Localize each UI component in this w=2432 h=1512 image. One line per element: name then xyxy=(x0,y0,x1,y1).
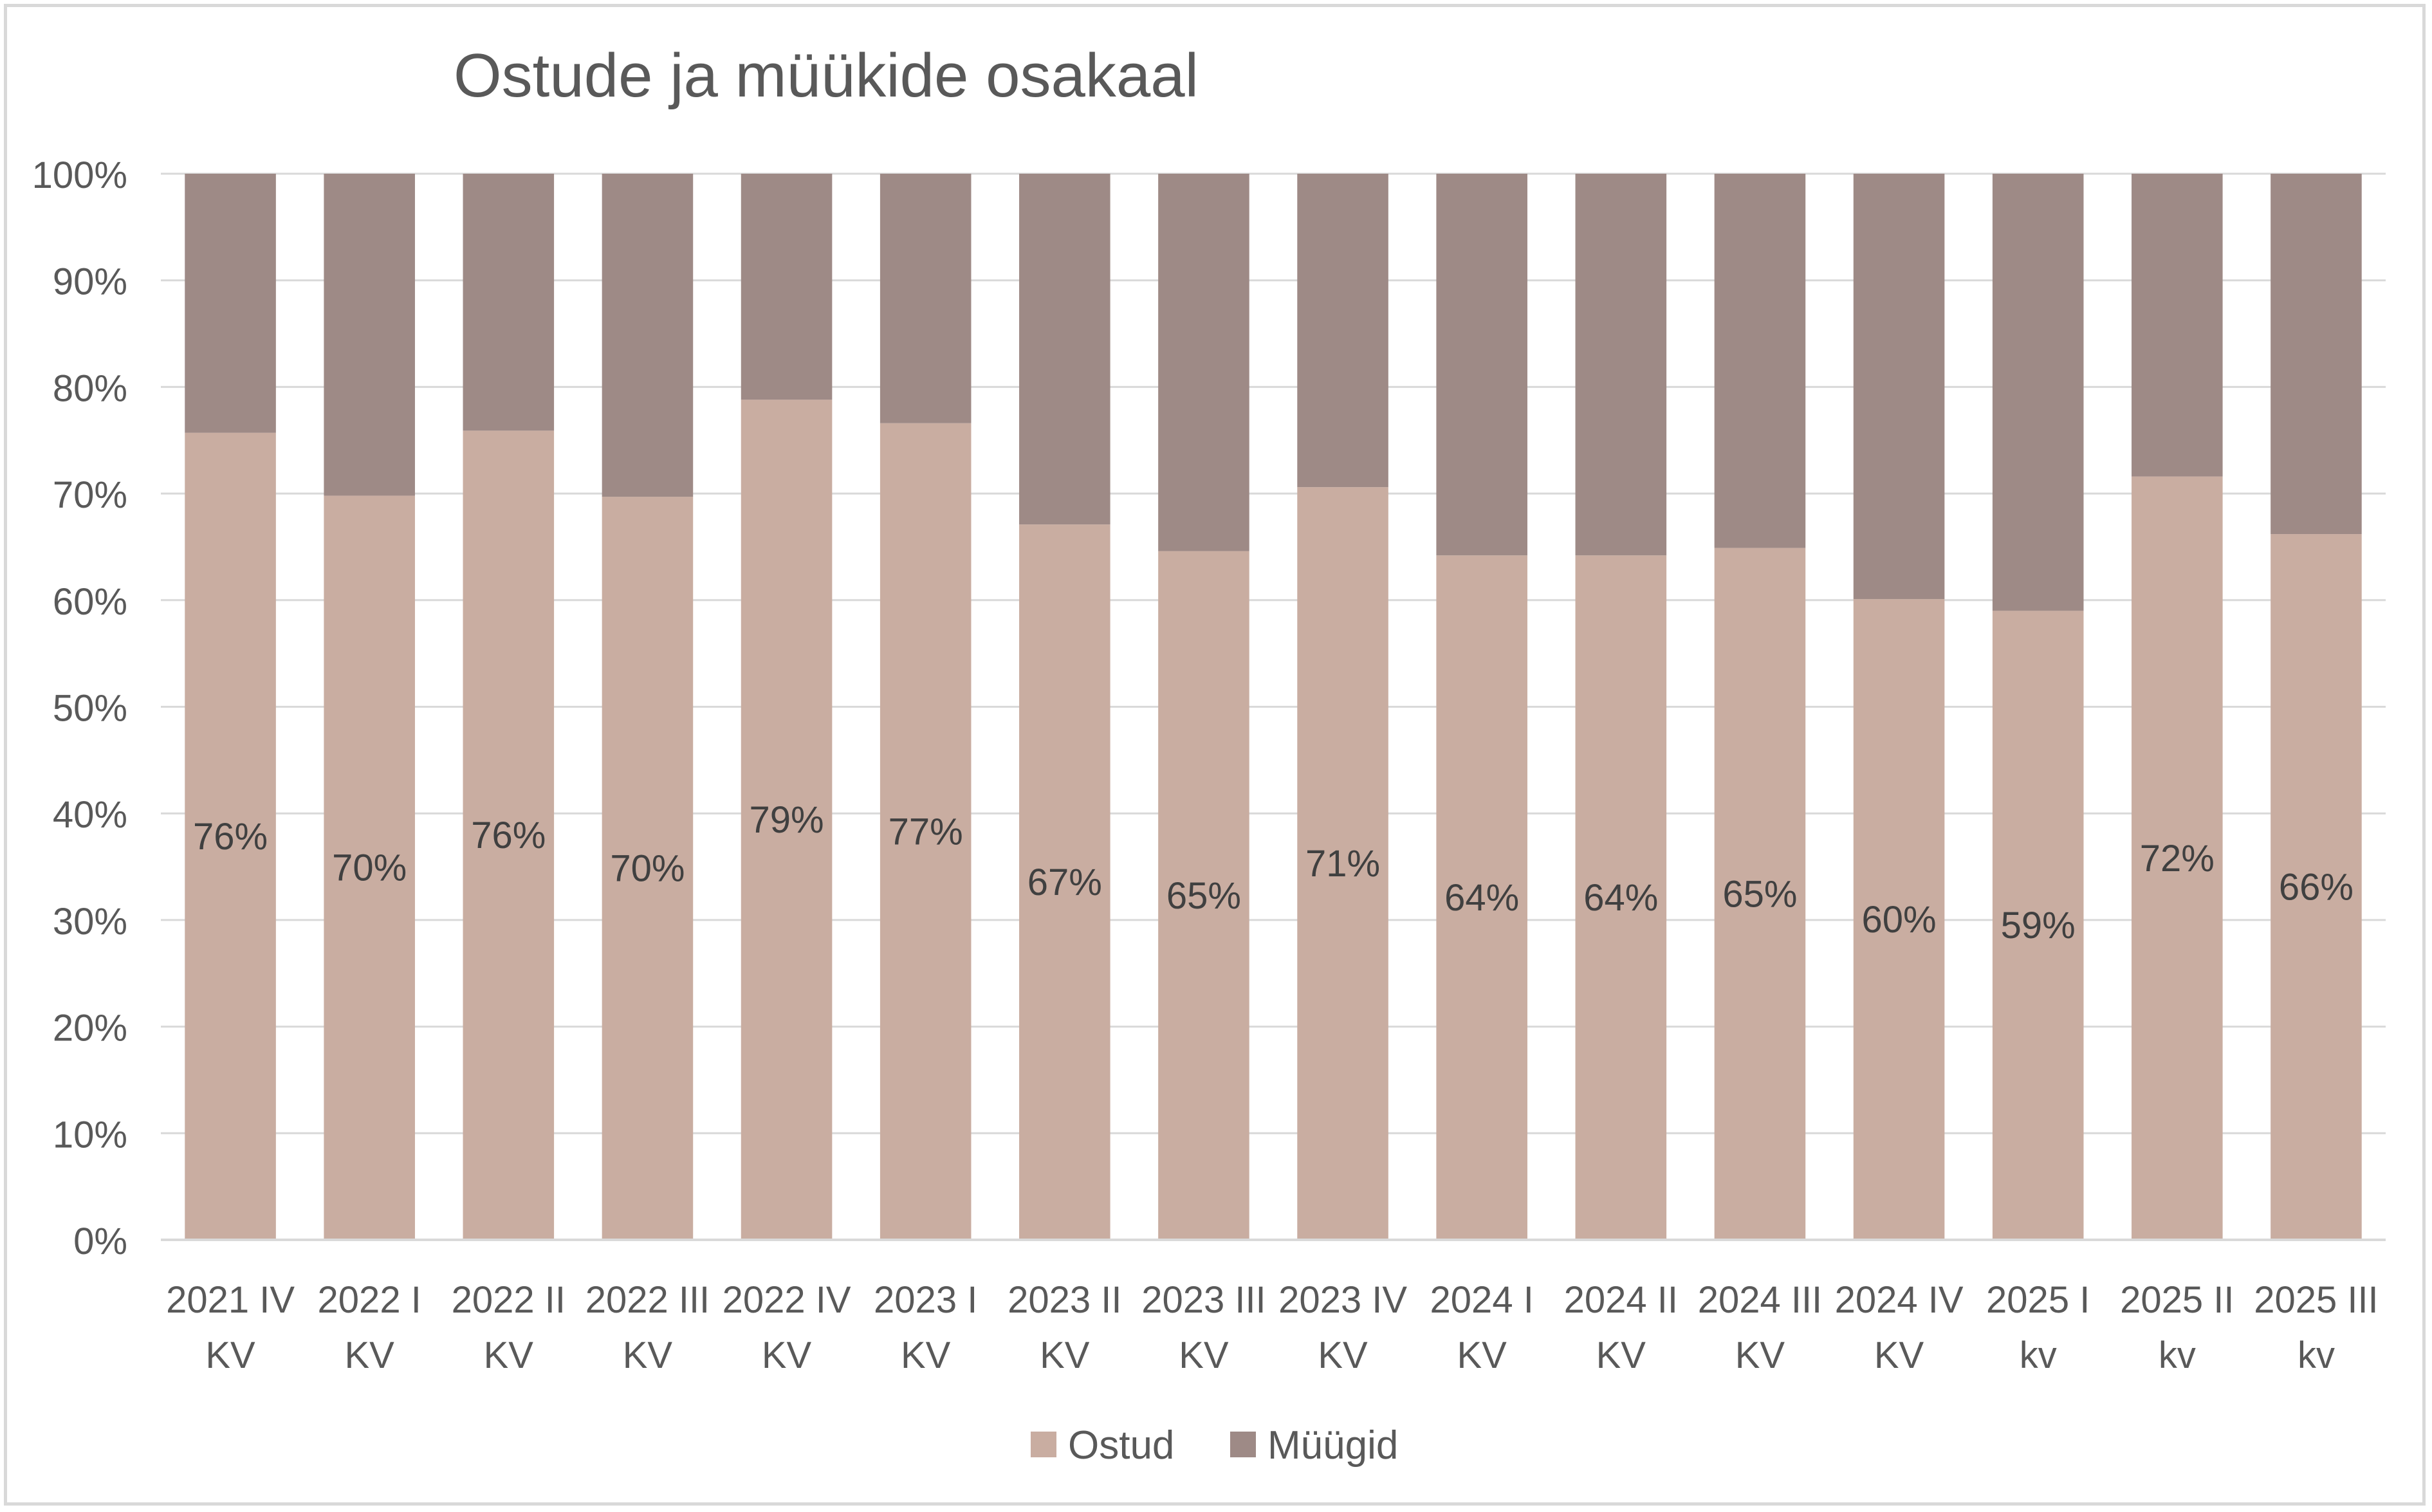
data-label: 67% xyxy=(1027,862,1102,903)
x-tick-label: 2025 II kv xyxy=(2120,1279,2234,1376)
bar-muugid xyxy=(2132,174,2223,477)
data-label: 79% xyxy=(750,799,824,841)
bar-muugid xyxy=(463,174,555,431)
data-label: 70% xyxy=(332,847,407,889)
bar-muugid xyxy=(880,174,972,423)
y-axis-ticks: 0% 10% 20% 30% 40% 50% 60% 70% 80% 90% 100% xyxy=(32,154,127,1262)
data-label: 59% xyxy=(2001,905,2076,946)
data-label: 60% xyxy=(1862,899,1937,941)
x-tick-label: 2024 IV KV xyxy=(1835,1279,1964,1376)
y-tick-label: 40% xyxy=(53,794,127,836)
bar-muugid xyxy=(2271,174,2362,535)
bar-ostud xyxy=(2132,476,2223,1240)
data-label: 64% xyxy=(1444,877,1519,919)
bar-ostud xyxy=(1853,599,1945,1240)
legend-swatch-ostud xyxy=(1031,1432,1056,1457)
y-tick-label: 0% xyxy=(73,1221,127,1262)
x-tick-label: 2023 IV KV xyxy=(1278,1279,1407,1376)
legend: Ostud Müügid xyxy=(1031,1423,1398,1468)
data-label: 65% xyxy=(1166,875,1241,917)
bar-ostud xyxy=(1158,551,1249,1240)
bar-muugid xyxy=(1714,174,1806,548)
x-tick-label: 2022 II KV xyxy=(452,1279,566,1376)
data-label: 65% xyxy=(1722,873,1797,915)
legend-label: Ostud xyxy=(1068,1423,1174,1468)
x-tick-label: 2022 IV KV xyxy=(723,1279,851,1376)
bar-muugid xyxy=(1297,174,1388,488)
y-tick-label: 50% xyxy=(53,688,127,730)
y-tick-label: 20% xyxy=(53,1008,127,1049)
x-tick-label: 2022 I KV xyxy=(318,1279,421,1376)
bar-ostud xyxy=(1992,611,2084,1240)
x-tick-label: 2023 III KV xyxy=(1141,1279,1266,1376)
y-tick-label: 100% xyxy=(32,154,127,196)
data-label: 72% xyxy=(2140,838,2215,880)
bar-ostud xyxy=(741,400,833,1240)
bar-ostud xyxy=(1019,524,1110,1240)
bar-ostud xyxy=(324,495,415,1240)
x-tick-label: 2024 I KV xyxy=(1430,1279,1534,1376)
bar-ostud xyxy=(1714,548,1806,1240)
y-tick-label: 60% xyxy=(53,581,127,623)
bar-muugid xyxy=(1575,174,1667,556)
bar-muugid xyxy=(1436,174,1527,556)
bar-muugid xyxy=(1992,174,2084,611)
y-tick-label: 10% xyxy=(53,1114,127,1156)
bar-ostud xyxy=(602,497,694,1240)
y-tick-label: 90% xyxy=(53,261,127,303)
y-tick-label: 80% xyxy=(53,367,127,409)
bar-ostud xyxy=(880,423,972,1240)
legend-label: Müügid xyxy=(1267,1423,1398,1468)
x-tick-label: 2024 II KV xyxy=(1564,1279,1678,1376)
bar-muugid xyxy=(602,174,694,497)
data-label: 76% xyxy=(471,815,546,856)
x-tick-label: 2021 IV KV xyxy=(166,1279,295,1376)
bar-ostud xyxy=(185,432,276,1240)
data-label: 66% xyxy=(2279,867,2354,908)
chart-title: Ostude ja müükide osakaal xyxy=(454,41,1199,110)
bar-muugid xyxy=(185,174,276,433)
bar-ostud xyxy=(2271,534,2362,1240)
data-label: 70% xyxy=(610,848,685,890)
y-tick-label: 70% xyxy=(53,474,127,516)
x-tick-label: 2024 III KV xyxy=(1698,1279,1822,1376)
bar-muugid xyxy=(741,174,833,400)
x-tick-label: 2023 II KV xyxy=(1008,1279,1121,1376)
data-label: 71% xyxy=(1305,843,1380,885)
legend-swatch-muugid xyxy=(1230,1432,1256,1457)
data-label: 77% xyxy=(889,811,963,853)
bar-muugid xyxy=(1853,174,1945,600)
bar-ostud xyxy=(1297,487,1388,1240)
data-label: 76% xyxy=(193,816,268,858)
data-labels: 76% 70% 76% 70% 79% 77% 67% 65% 71% 64% 64% 65% 60% 5… xyxy=(193,799,2354,946)
x-tick-label: 2022 III KV xyxy=(585,1279,710,1376)
bar-muugid xyxy=(324,174,415,496)
bar-ostud xyxy=(463,430,555,1240)
data-label: 64% xyxy=(1583,877,1658,919)
x-tick-label: 2025 III kv xyxy=(2254,1279,2378,1376)
bar-ostud xyxy=(1575,555,1667,1240)
bar-muugid xyxy=(1158,174,1249,551)
bar-muugid xyxy=(1019,174,1110,525)
y-tick-label: 30% xyxy=(53,901,127,943)
bar-ostud xyxy=(1436,555,1527,1240)
x-tick-label: 2023 I KV xyxy=(874,1279,977,1376)
bars xyxy=(185,174,2362,1240)
